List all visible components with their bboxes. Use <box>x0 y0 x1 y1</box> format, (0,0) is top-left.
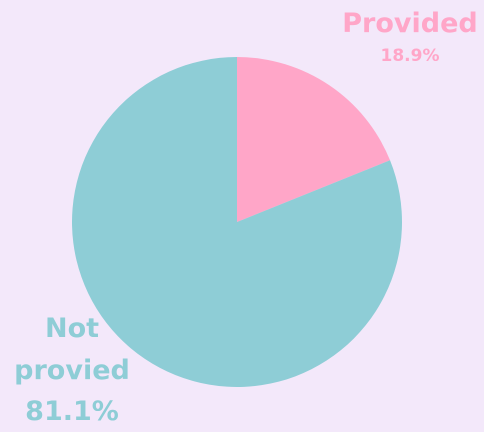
slice-label: Not provied 81.1% <box>2 308 142 432</box>
pie-slice <box>237 57 391 222</box>
category-label: Provided <box>342 8 478 39</box>
value-label: 18.9% <box>380 46 440 67</box>
slice-label: Provided 18.9% <box>330 6 484 67</box>
value-label: 81.1% <box>25 396 119 427</box>
category-label: Not provied <box>14 313 130 386</box>
pie-slice <box>71 56 402 387</box>
